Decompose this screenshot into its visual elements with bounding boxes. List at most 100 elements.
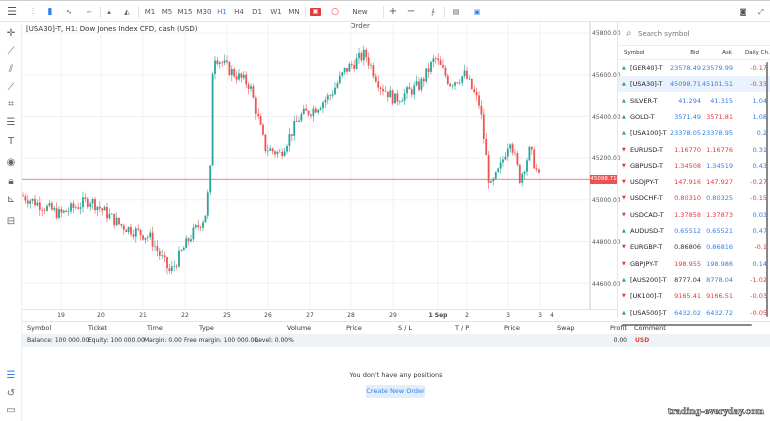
one-click-trading-icon[interactable]: ▣ xyxy=(310,8,321,16)
history-icon[interactable]: ↺ xyxy=(6,388,16,399)
screenshot-icon[interactable]: ◙ xyxy=(739,8,747,16)
col-volume[interactable]: Volume xyxy=(287,324,312,332)
zoom-out-button[interactable]: − xyxy=(406,6,416,17)
line-chart-icon[interactable]: ∿ xyxy=(66,8,72,16)
horizontal-scrollbar[interactable] xyxy=(622,324,752,326)
watchlist-row[interactable]: ▼ [UK100]-T 9165.41 9166.51 -0.03 xyxy=(618,288,770,304)
symbol: [USA100]-T xyxy=(630,129,667,138)
watchlist-row[interactable]: ▼ GBPJPY-T 198.955 198.986 0.14 xyxy=(618,256,770,272)
candle-body xyxy=(223,60,226,63)
fibonacci-icon[interactable]: ☰ xyxy=(6,117,16,128)
crosshair-icon[interactable]: ✛ xyxy=(6,28,16,39)
create-new-order-button[interactable]: Create New Order xyxy=(366,385,425,398)
col-swap[interactable]: Swap xyxy=(557,324,575,332)
col-comment[interactable]: Comment xyxy=(634,324,666,332)
vertical-scrollbar[interactable] xyxy=(766,62,768,317)
col-symbol[interactable]: Symbol xyxy=(27,324,52,332)
tf-M5[interactable]: M5 xyxy=(161,8,173,16)
watchlist-row[interactable]: ▲ GOLD-T 3571.49 3571.81 1.08 xyxy=(618,109,770,125)
new-order-button[interactable]: New Order xyxy=(350,8,370,30)
watchlist-row[interactable]: ▼ USDCHF-T 0.80310 0.80325 -0.15 xyxy=(618,190,770,206)
tf-H1[interactable]: H1 xyxy=(217,8,227,16)
candle-body xyxy=(211,73,214,166)
tf-M30[interactable]: M30 xyxy=(196,8,212,16)
menu-icon[interactable]: ☰ xyxy=(7,5,17,18)
tf-D1[interactable]: D1 xyxy=(252,8,262,16)
watchlist-row[interactable]: ▲ [AUS200]-T 8777.04 8778.04 -1.02 xyxy=(618,272,770,288)
volume-chart-icon[interactable]: ◭ xyxy=(124,8,130,16)
journal-icon[interactable]: ▭ xyxy=(6,405,16,416)
tf-W1[interactable]: W1 xyxy=(270,8,282,16)
candlestick-icon[interactable]: ▮ xyxy=(47,7,53,17)
col-time[interactable]: Time xyxy=(147,324,163,332)
candle-body xyxy=(29,200,32,204)
bar-chart-icon[interactable]: ⫶ xyxy=(31,7,35,17)
watchlist-row[interactable]: ▲ [GER40]-T 23578.49 23579.99 -0.17 xyxy=(618,60,770,76)
watchlist-row[interactable]: ▲ [USA30]-T 45098.71 45101.51 -0.33 xyxy=(618,76,770,93)
zoom-in-button[interactable]: + xyxy=(388,6,398,17)
candle-body xyxy=(454,82,456,86)
lock-icon[interactable]: 🔒︎ xyxy=(8,176,14,187)
line-chart-alt-icon[interactable]: ∼ xyxy=(86,8,92,16)
tf-M1[interactable]: M1 xyxy=(144,8,156,16)
ask: 0.65521 xyxy=(706,227,733,235)
col-symbol[interactable]: Symbol xyxy=(624,50,645,56)
bid: 147.916 xyxy=(674,178,701,187)
col-price[interactable]: Price xyxy=(504,324,520,332)
col-sl[interactable]: S / L xyxy=(398,324,413,332)
candle-body xyxy=(274,151,276,155)
ray-icon[interactable]: ⟋ xyxy=(7,82,15,93)
price-chart[interactable] xyxy=(22,22,617,310)
watchlist-row[interactable]: ▼ EURUSD-T 1.16770 1.16776 0.31 xyxy=(618,142,770,158)
symbol: USDJPY-T xyxy=(630,178,659,187)
col-tp[interactable]: T / P xyxy=(455,324,470,332)
watchlist-row[interactable]: ▲ SILVER-T 41.294 41.315 1.04 xyxy=(618,93,770,109)
candle-body xyxy=(449,83,452,87)
rectangle-icon[interactable]: ⌗ xyxy=(8,99,14,110)
col-bid[interactable]: Bid xyxy=(690,50,699,56)
candle-body xyxy=(288,134,291,146)
candle-body xyxy=(461,76,464,83)
col-type[interactable]: Type xyxy=(199,324,214,332)
col-price[interactable]: Price xyxy=(346,324,362,332)
calendar-icon[interactable]: ▤ xyxy=(452,8,460,16)
candle-body xyxy=(391,90,394,104)
watchlist-row[interactable]: ▼ USDJPY-T 147.916 147.927 -0.27 xyxy=(618,174,770,190)
candle-body xyxy=(468,78,471,80)
positions-icon[interactable]: ☰ xyxy=(6,370,16,381)
search-symbol-input[interactable] xyxy=(638,27,766,41)
fullscreen-icon[interactable]: ⤢ xyxy=(758,8,764,16)
indicators-icon[interactable]: ∱ xyxy=(431,8,435,16)
ask: 8778.04 xyxy=(706,275,733,284)
channel-icon[interactable]: ⫽ xyxy=(8,64,14,75)
layout-icon[interactable]: ▣ xyxy=(473,8,481,16)
col-daily-change[interactable]: Daily Ch. xyxy=(745,50,770,56)
candle-body xyxy=(355,58,358,69)
tf-MN[interactable]: MN xyxy=(288,8,300,16)
object-tree-icon[interactable]: ⊾ xyxy=(6,194,16,205)
watchlist-row[interactable]: ▲ [USA500]-T 6432.02 6432.72 -0.05 xyxy=(618,305,770,321)
watchlist-row[interactable]: ▼ EURGBP-T 0.86806 0.86816 -0.1 xyxy=(618,239,770,255)
candle-body xyxy=(283,151,286,157)
tf-H4[interactable]: H4 xyxy=(234,8,244,16)
date-tick: 3 xyxy=(506,312,510,319)
text-icon[interactable]: T xyxy=(7,136,15,147)
watchlist-row[interactable]: ▲ AUDUSD-T 0.65512 0.65521 0.47 xyxy=(618,223,770,239)
area-chart-icon[interactable]: ▴ xyxy=(107,8,111,16)
delete-drawings-icon[interactable]: ⊟ xyxy=(6,216,16,227)
trendline-icon[interactable]: ⟋ xyxy=(7,46,15,57)
watchlist-row[interactable]: ▼ GBPUSD-T 1.34508 1.34519 0.43 xyxy=(618,158,770,174)
currency: USD xyxy=(635,337,650,344)
ask: 198.986 xyxy=(706,259,733,268)
top-toolbar: ☰ ⫶ ▮ ∿ ∼ ▴ ◭ M1 M5 M15 M30 H1 H4 D1 W1 … xyxy=(0,0,770,30)
col-profit[interactable]: Profit xyxy=(610,324,627,332)
col-ask[interactable]: Ask xyxy=(722,50,732,56)
watchlist-row[interactable]: ▲ [USA100]-T 23378.05 23378.95 0.2 xyxy=(618,125,770,141)
tf-M15[interactable]: M15 xyxy=(177,8,193,16)
col-ticket[interactable]: Ticket xyxy=(88,324,108,332)
eye-icon[interactable]: ◉ xyxy=(6,157,16,168)
candle-body xyxy=(382,88,384,92)
watchlist-row[interactable]: ▼ USDCAD-T 1.37858 1.37873 0.03 xyxy=(618,207,770,223)
candle-body xyxy=(341,72,344,76)
new-order-icon[interactable]: ○ xyxy=(331,7,339,17)
